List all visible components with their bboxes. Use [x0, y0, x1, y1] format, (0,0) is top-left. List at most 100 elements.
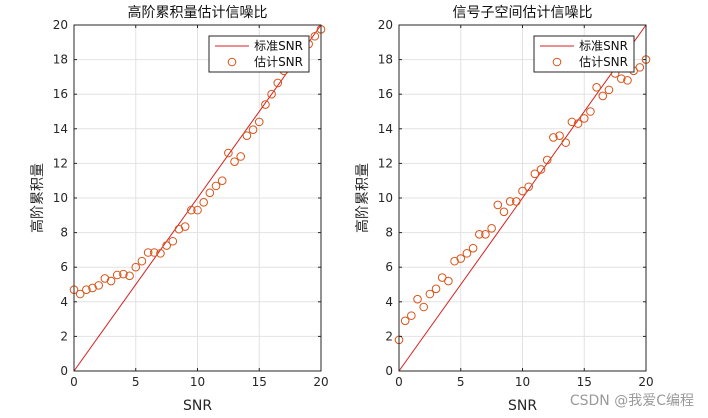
- data-point: [125, 271, 134, 281]
- data-point: [254, 117, 264, 127]
- series-line-standard: [398, 24, 647, 372]
- x-axis-label: SNR: [183, 398, 212, 414]
- data-point: [211, 181, 221, 191]
- data-point: [604, 85, 614, 95]
- plot-left: 0 5 10 15 20 0 2 4 6 8 10 12 14 16 18 20 高阶累积量估计信噪比 SNR 高阶…: [29, 4, 329, 414]
- data-point: [131, 262, 141, 272]
- data-point: [505, 197, 515, 206]
- x-tick-label: 10: [515, 375, 530, 389]
- x-tick-label: 20: [313, 375, 328, 389]
- data-point: [425, 289, 435, 299]
- chart-title: 高阶累积量估计信噪比: [128, 4, 268, 21]
- data-point: [187, 205, 196, 215]
- data-point: [468, 243, 478, 253]
- y-tick-label: 12: [378, 156, 393, 170]
- y-tick-label: 6: [385, 260, 393, 274]
- data-point: [555, 131, 564, 141]
- data-point: [573, 119, 583, 128]
- data-point: [419, 302, 429, 312]
- legend-box: [533, 35, 635, 73]
- x-tick-label: 15: [577, 375, 592, 389]
- data-point: [598, 91, 608, 101]
- data-point: [487, 223, 496, 233]
- data-point: [518, 186, 527, 196]
- y-tick-label: 0: [385, 364, 393, 378]
- data-point: [162, 241, 171, 250]
- legend-marker-swatch: [227, 57, 237, 67]
- y-tick-label: 10: [53, 191, 68, 205]
- data-point: [462, 249, 472, 258]
- series-line-standard: [73, 24, 322, 372]
- y-tick-label: 14: [53, 122, 68, 136]
- data-point: [524, 182, 533, 192]
- y-tick-label: 18: [378, 53, 393, 67]
- data-point: [542, 155, 552, 165]
- y-tick-label: 6: [60, 260, 68, 274]
- y-tick-label: 8: [60, 226, 68, 240]
- y-tick-label: 4: [385, 295, 393, 309]
- x-tick-label: 15: [252, 375, 267, 389]
- legend-label: 标准SNR: [254, 39, 303, 53]
- y-tick-label: 18: [53, 53, 68, 67]
- x-tick-label: 10: [190, 375, 205, 389]
- data-point: [168, 236, 178, 246]
- y-tick-label: 16: [53, 87, 68, 101]
- data-point: [444, 276, 453, 286]
- data-point: [261, 100, 270, 109]
- data-point: [413, 294, 422, 304]
- data-point: [456, 254, 466, 263]
- data-point: [193, 205, 202, 215]
- y-tick-label: 2: [385, 329, 393, 343]
- plot-right: 0 5 10 15 20 0 2 4 6 8 10 12 14 16 18 20 信号子空间估计信噪比 SNR 高阶…: [354, 5, 654, 414]
- y-axis-label: 高阶累积量: [29, 163, 46, 233]
- legend-box: [208, 35, 310, 73]
- x-tick-label: 5: [132, 375, 140, 389]
- data-point: [310, 31, 320, 41]
- watermark: CSDN @我爱C编程: [569, 393, 694, 409]
- data-point: [592, 82, 601, 92]
- data-point: [236, 152, 246, 161]
- data-point: [431, 284, 441, 294]
- data-point: [273, 78, 283, 88]
- data-point: [75, 289, 85, 299]
- x-axis-label: SNR: [508, 398, 537, 414]
- y-tick-label: 4: [60, 295, 68, 309]
- data-point: [474, 230, 484, 239]
- x-tick-label: 0: [395, 375, 403, 389]
- data-point: [106, 276, 116, 286]
- data-point: [530, 169, 540, 179]
- data-point: [94, 281, 103, 290]
- y-tick-label: 10: [378, 191, 393, 205]
- data-point: [180, 222, 190, 231]
- data-point: [137, 256, 147, 266]
- x-tick-label: 20: [638, 375, 653, 389]
- chart-title: 信号子空间估计信噪比: [453, 5, 593, 21]
- data-point: [199, 198, 208, 207]
- y-tick-label: 8: [385, 226, 393, 240]
- data-point: [586, 107, 595, 116]
- y-axis-label: 高阶累积量: [354, 163, 371, 233]
- data-point: [149, 248, 159, 257]
- y-tick-label: 20: [53, 18, 68, 32]
- data-point: [512, 197, 521, 206]
- y-tick-label: 16: [378, 87, 393, 101]
- data-point: [567, 117, 577, 127]
- x-tick-label: 0: [70, 375, 78, 389]
- y-tick-label: 12: [53, 156, 68, 170]
- data-point: [119, 269, 128, 279]
- data-point: [536, 165, 546, 174]
- y-tick-label: 2: [60, 329, 68, 343]
- data-point: [230, 157, 239, 166]
- y-tick-label: 0: [60, 364, 68, 378]
- data-point: [156, 249, 165, 258]
- legend-label: 标准SNR: [579, 39, 628, 53]
- data-point: [400, 316, 410, 326]
- y-tick-label: 14: [378, 122, 393, 136]
- data-point: [143, 248, 153, 257]
- data-point: [561, 138, 571, 147]
- legend-marker-swatch: [552, 57, 562, 67]
- legend-label: 估计SNR: [254, 55, 303, 69]
- y-tick-label: 20: [378, 18, 393, 32]
- data-point: [248, 125, 258, 134]
- data-point: [617, 74, 626, 83]
